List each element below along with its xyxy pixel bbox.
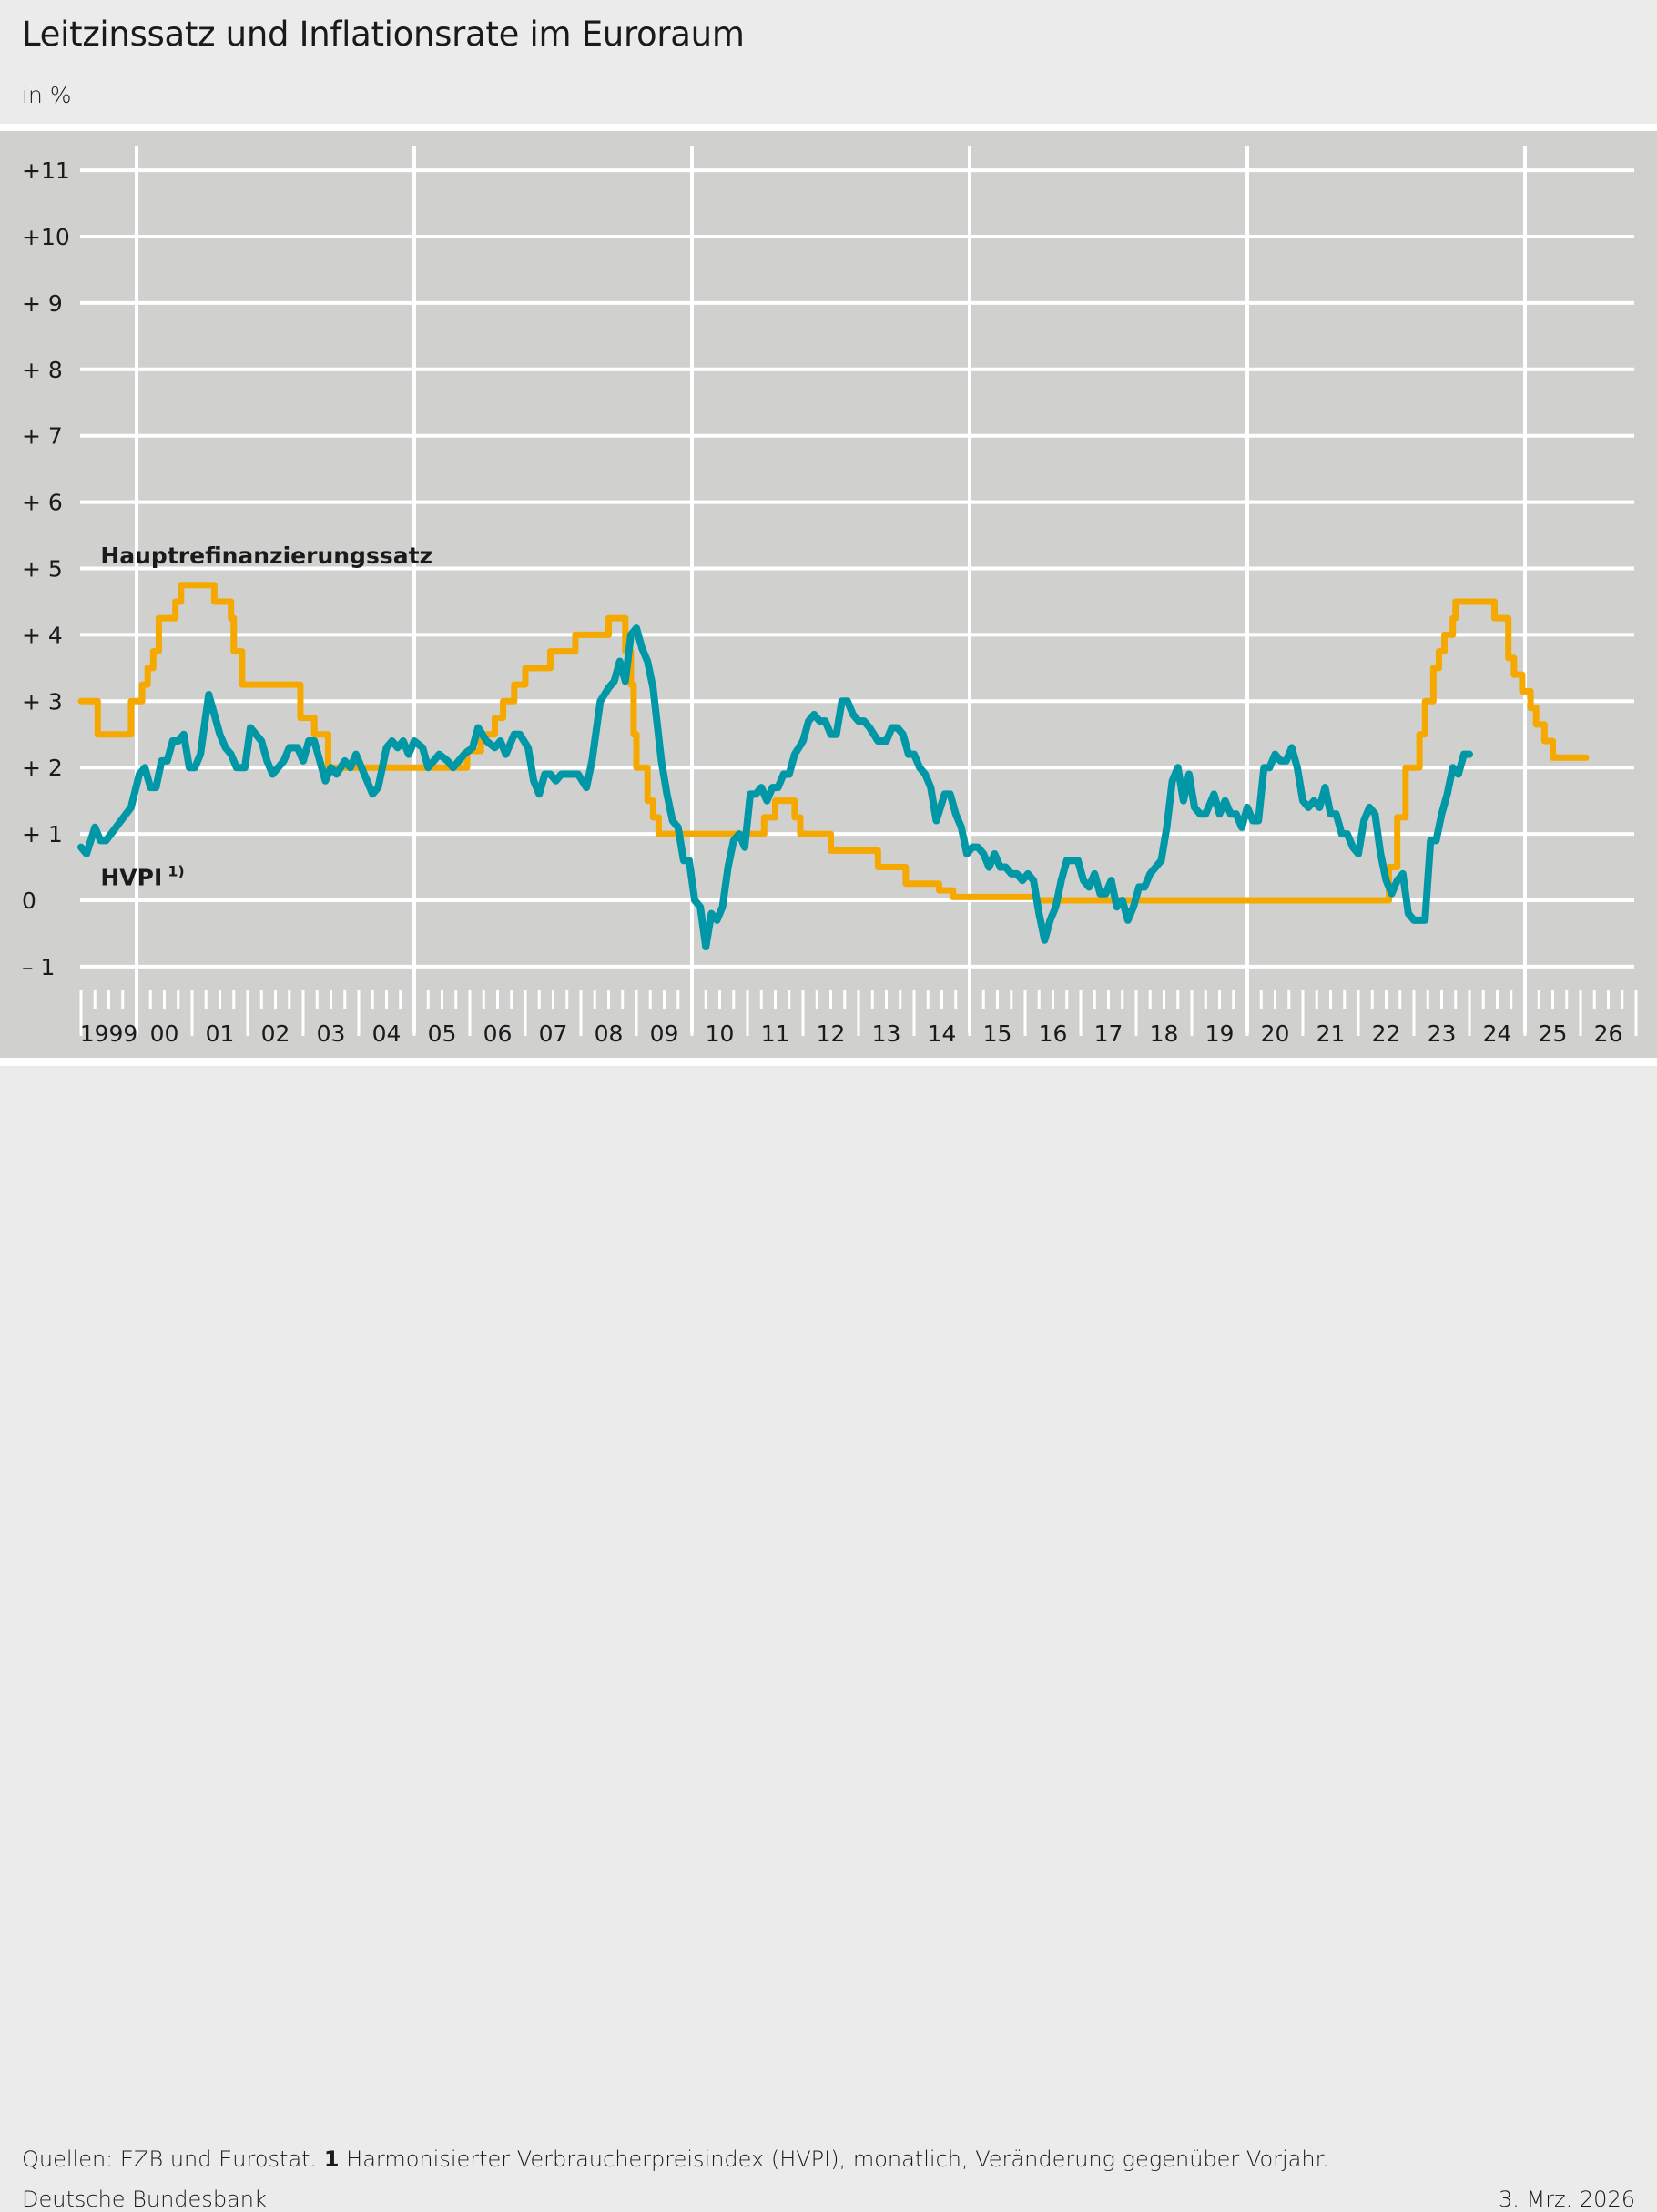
x-tick-label: 19 (1205, 1020, 1235, 1047)
y-tick-label: + 7 (22, 423, 63, 450)
x-tick-label: 07 (539, 1020, 568, 1047)
series-label-hvpi: HVPI 1) (100, 862, 184, 890)
y-tick-label: + 3 (22, 688, 63, 715)
source-note: Quellen: EZB und Eurostat. 1 Harmonisier… (22, 2146, 1329, 2172)
source-prefix: Quellen: EZB und Eurostat. (22, 2146, 317, 2172)
footnote-text: Harmonisierter Verbraucherpreisindex (HV… (346, 2146, 1329, 2172)
x-tick-label: 05 (428, 1020, 457, 1047)
publisher-label: Deutsche Bundesbank (22, 2187, 267, 2212)
x-tick-label: 12 (817, 1020, 846, 1047)
x-tick-label: 03 (317, 1020, 346, 1047)
y-tick-label: + 2 (22, 755, 63, 781)
x-tick-label: 25 (1539, 1020, 1568, 1047)
series-label-text: Hauptrefinanzierungssatz (100, 543, 432, 569)
x-tick-label: 18 (1150, 1020, 1179, 1047)
x-tick-label: 16 (1039, 1020, 1068, 1047)
y-tick-label: + 5 (22, 556, 63, 583)
x-tick-label: 02 (261, 1020, 290, 1047)
x-tick-label: 21 (1316, 1020, 1346, 1047)
series-label-rate: Hauptrefinanzierungssatz (100, 543, 432, 569)
series-annotations: Hauptrefinanzierungssatz HVPI 1) (100, 543, 432, 891)
x-tick-label: 00 (150, 1020, 179, 1047)
x-tick-label: 26 (1594, 1020, 1623, 1047)
x-tick-label: 14 (928, 1020, 957, 1047)
y-tick-label: + 8 (22, 357, 63, 383)
x-tick-label: 11 (761, 1020, 790, 1047)
y-tick-label: + 9 (22, 290, 63, 317)
y-tick-label: +10 (22, 224, 70, 250)
y-tick-label: 0 (22, 888, 36, 914)
publication-date: 3. Mrz. 2026 (1499, 2187, 1635, 2212)
x-tick-label: 20 (1261, 1020, 1290, 1047)
x-tick-label: 04 (372, 1020, 402, 1047)
footnote-marker: 1 (324, 2146, 340, 2172)
x-axis-ticks: 1999 00 01 02 03 04 05 06 07 08 09 10 11 12 13 14 15 16 17… (80, 990, 1636, 1047)
y-tick-label: + 4 (22, 622, 63, 648)
x-tick-label: 1999 (80, 1020, 138, 1047)
x-tick-label: 15 (983, 1020, 1012, 1047)
y-tick-label: + 6 (22, 490, 63, 516)
x-tick-label: 23 (1428, 1020, 1457, 1047)
x-tick-label: 13 (872, 1020, 901, 1047)
x-tick-label: 22 (1372, 1020, 1401, 1047)
y-axis-ticks: +11 +10 + 9 + 8 + 7 + 6 + 5 + 4 + 3 + 2 + 1 0 – 1 (22, 157, 70, 980)
x-tick-label: 10 (706, 1020, 735, 1047)
x-tick-label: 17 (1094, 1020, 1123, 1047)
x-tick-label: 06 (483, 1020, 513, 1047)
series-label-text: HVPI (100, 864, 162, 890)
x-tick-label: 24 (1483, 1020, 1512, 1047)
line-chart: +11 +10 + 9 + 8 + 7 + 6 + 5 + 4 + 3 + 2 + 1 0 – 1 19… (0, 0, 1657, 1164)
y-tick-label: +11 (22, 157, 70, 184)
x-tick-label: 08 (595, 1020, 624, 1047)
footnote-superscript: 1) (168, 862, 184, 879)
x-tick-label: 01 (206, 1020, 235, 1047)
x-tick-label: 09 (650, 1020, 679, 1047)
y-tick-label: + 1 (22, 821, 63, 847)
grid-lines (80, 146, 1634, 1033)
y-tick-label: – 1 (22, 954, 55, 980)
